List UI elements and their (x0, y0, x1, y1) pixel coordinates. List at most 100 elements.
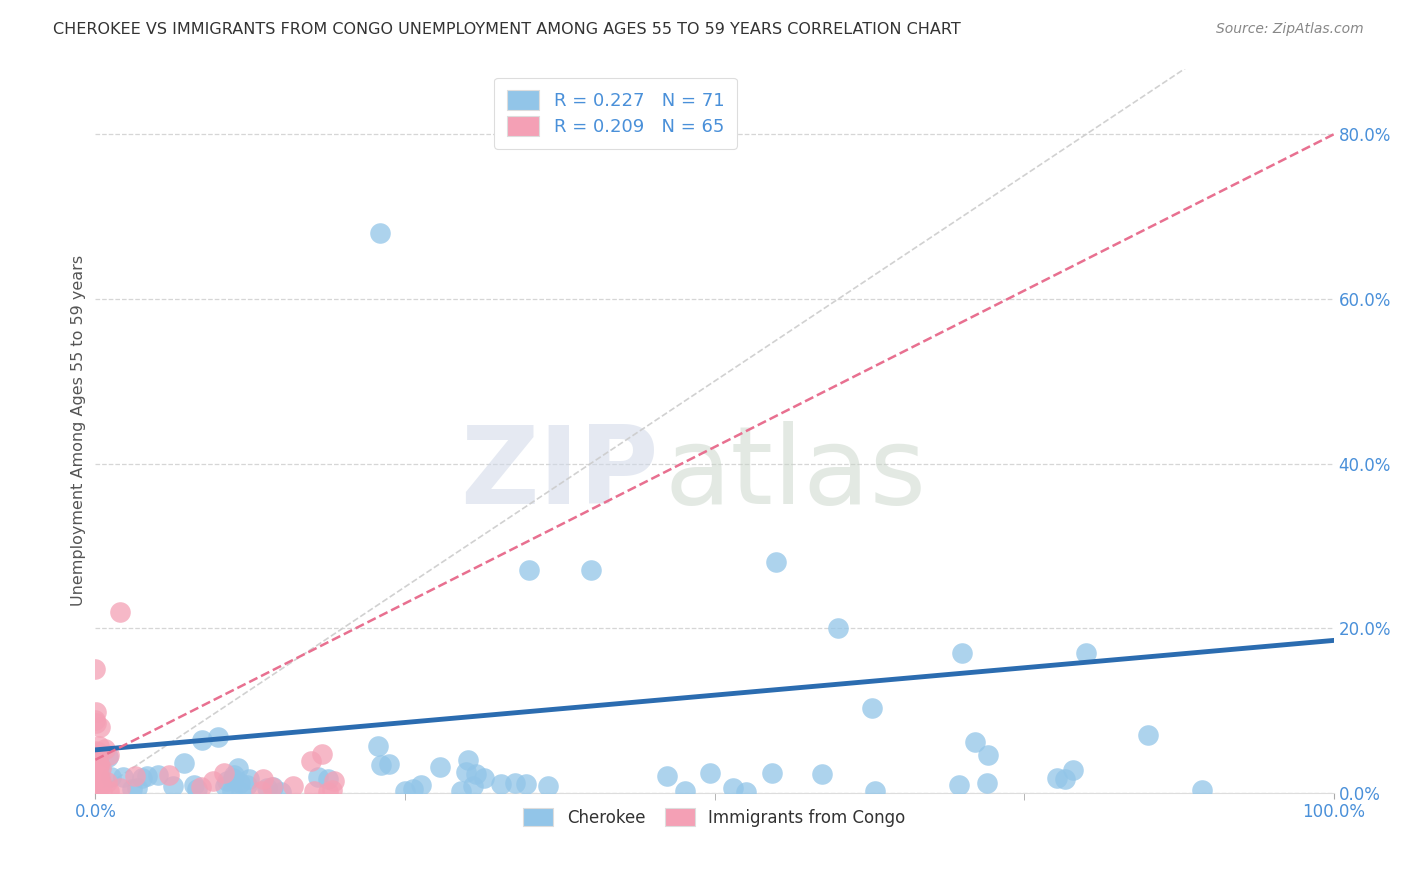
Point (307, 770, 329, 784)
Point (127, 781, 149, 796)
Point (860, 701, 883, 715)
Point (173, 756, 195, 771)
Point (97, 747, 120, 762)
Point (84, 759, 107, 773)
Point (236, 779, 259, 793)
Text: Source: ZipAtlas.com: Source: ZipAtlas.com (1216, 22, 1364, 37)
Point (84, 782, 107, 797)
Point (186, 781, 208, 796)
Point (367, 739, 389, 753)
Point (84, 785, 107, 799)
Point (86, 778, 108, 792)
Point (84, 765, 107, 780)
Point (84, 784, 107, 798)
Point (699, 765, 721, 780)
Point (394, 784, 416, 798)
Point (84, 759, 107, 773)
Point (100, 770, 122, 784)
Point (84, 780, 107, 795)
Point (222, 771, 245, 785)
Point (765, 555, 787, 569)
Point (84, 778, 107, 792)
Point (811, 766, 834, 780)
Point (226, 761, 249, 775)
Point (515, 777, 537, 791)
Point (321, 783, 343, 797)
Point (517, 564, 540, 578)
Y-axis label: Unemployment Among Ages 55 to 59 years: Unemployment Among Ages 55 to 59 years (72, 255, 86, 607)
Point (190, 780, 212, 794)
Point (86, 752, 108, 766)
Point (316, 785, 339, 799)
Point (370, 757, 392, 772)
Point (86, 777, 108, 791)
Point (461, 779, 484, 793)
Point (84, 778, 107, 792)
Point (260, 780, 283, 794)
Point (537, 780, 560, 794)
Point (976, 776, 998, 790)
Text: ZIP: ZIP (460, 421, 659, 527)
Point (304, 784, 326, 798)
Point (87, 782, 110, 797)
Point (948, 779, 970, 793)
Point (84, 744, 107, 758)
Point (93, 742, 115, 756)
Point (191, 733, 214, 747)
Point (761, 765, 783, 780)
Point (86, 784, 108, 798)
Point (84, 750, 107, 764)
Point (112, 770, 135, 784)
Point (322, 773, 344, 788)
Point (84, 784, 107, 798)
Point (316, 772, 339, 787)
Point (863, 783, 886, 797)
Point (402, 782, 425, 797)
Point (1062, 763, 1084, 777)
Point (429, 760, 451, 774)
Point (238, 772, 260, 786)
Point (214, 779, 236, 793)
Point (87, 757, 110, 772)
Point (250, 784, 273, 798)
Point (474, 771, 496, 785)
Point (84, 713, 107, 727)
Point (84, 662, 107, 676)
Point (963, 735, 986, 749)
Point (97, 749, 120, 764)
Point (827, 621, 849, 635)
Point (281, 779, 304, 793)
Point (503, 776, 526, 790)
Point (89, 721, 111, 735)
Point (86, 706, 108, 720)
Point (96, 774, 118, 789)
Point (950, 646, 973, 660)
Point (84, 715, 107, 730)
Point (90, 761, 112, 775)
Point (456, 765, 478, 780)
Point (489, 777, 512, 791)
Point (89, 780, 111, 794)
Point (183, 778, 205, 792)
Point (673, 783, 696, 797)
Point (464, 767, 486, 781)
Point (377, 757, 399, 772)
Point (124, 769, 146, 783)
Point (90, 776, 112, 790)
Point (135, 769, 157, 783)
Point (90, 785, 112, 799)
Point (657, 769, 679, 783)
Legend: Cherokee, Immigrants from Congo: Cherokee, Immigrants from Congo (515, 799, 914, 835)
Point (215, 774, 238, 789)
Point (262, 780, 284, 794)
Point (86, 784, 108, 798)
Point (86, 774, 108, 789)
Point (977, 747, 1000, 762)
Point (1074, 646, 1097, 660)
Point (1053, 772, 1076, 786)
Text: CHEROKEE VS IMMIGRANTS FROM CONGO UNEMPLOYMENT AMONG AGES 55 TO 59 YEARS CORRELA: CHEROKEE VS IMMIGRANTS FROM CONGO UNEMPL… (53, 22, 962, 37)
Point (148, 768, 170, 782)
Point (84, 781, 107, 796)
Point (231, 785, 253, 799)
Point (84, 780, 107, 795)
